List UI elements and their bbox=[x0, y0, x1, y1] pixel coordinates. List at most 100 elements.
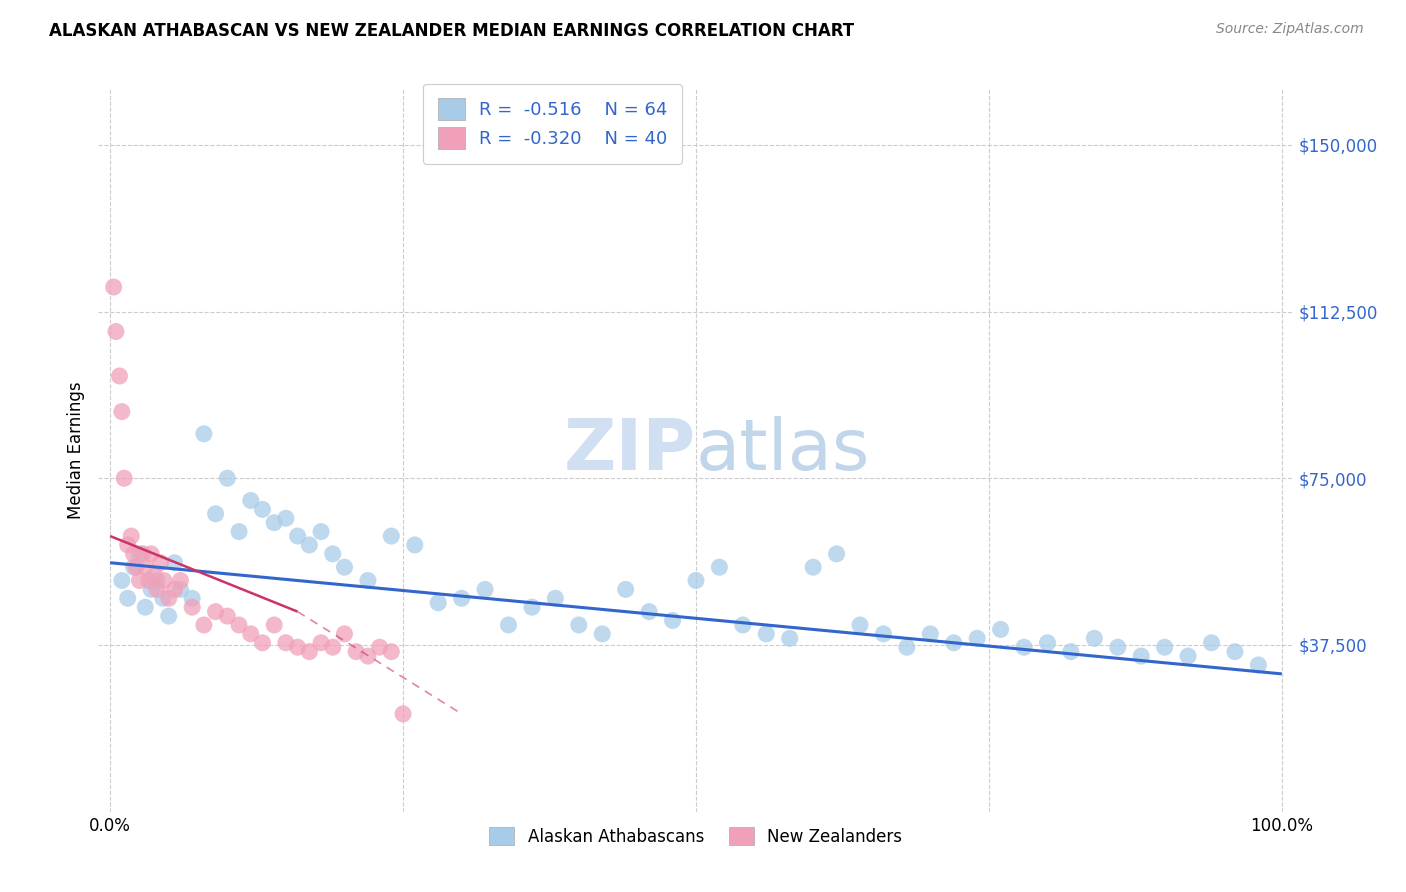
Point bbox=[217, 609, 239, 624]
Point bbox=[193, 618, 215, 632]
Point bbox=[322, 640, 344, 655]
Point bbox=[120, 529, 142, 543]
Point bbox=[274, 636, 297, 650]
Point bbox=[1130, 649, 1153, 664]
Point bbox=[825, 547, 848, 561]
Point bbox=[498, 618, 520, 632]
Point bbox=[122, 547, 145, 561]
Point bbox=[263, 516, 285, 530]
Point bbox=[614, 582, 637, 597]
Point bbox=[128, 574, 150, 588]
Point bbox=[920, 627, 942, 641]
Point bbox=[134, 560, 156, 574]
Point bbox=[239, 627, 262, 641]
Point bbox=[217, 471, 239, 485]
Point bbox=[568, 618, 591, 632]
Point bbox=[357, 649, 380, 664]
Point bbox=[942, 636, 965, 650]
Point bbox=[474, 582, 496, 597]
Point bbox=[1247, 658, 1270, 673]
Point bbox=[111, 574, 134, 588]
Point bbox=[849, 618, 872, 632]
Point bbox=[181, 591, 204, 606]
Point bbox=[520, 600, 543, 615]
Point bbox=[1060, 645, 1083, 659]
Point bbox=[181, 600, 204, 615]
Point bbox=[309, 524, 332, 539]
Point bbox=[152, 591, 174, 606]
Point bbox=[779, 632, 801, 646]
Point bbox=[661, 614, 683, 628]
Point bbox=[132, 547, 155, 561]
Point bbox=[450, 591, 472, 606]
Point bbox=[125, 560, 148, 574]
Point bbox=[990, 623, 1012, 637]
Point bbox=[146, 574, 169, 588]
Point bbox=[141, 582, 163, 597]
Point bbox=[1012, 640, 1035, 655]
Point bbox=[141, 547, 163, 561]
Point bbox=[117, 591, 139, 606]
Point bbox=[380, 645, 402, 659]
Point bbox=[1107, 640, 1129, 655]
Point bbox=[333, 560, 356, 574]
Point bbox=[111, 404, 134, 418]
Point bbox=[252, 636, 274, 650]
Y-axis label: Median Earnings: Median Earnings bbox=[66, 382, 84, 519]
Point bbox=[122, 560, 145, 574]
Text: atlas: atlas bbox=[696, 416, 870, 485]
Point bbox=[149, 556, 172, 570]
Point bbox=[357, 574, 380, 588]
Point bbox=[169, 574, 191, 588]
Point bbox=[638, 605, 661, 619]
Point bbox=[108, 369, 131, 384]
Point bbox=[287, 529, 309, 543]
Legend: Alaskan Athabascans, New Zealanders: Alaskan Athabascans, New Zealanders bbox=[481, 819, 911, 854]
Point bbox=[252, 502, 274, 516]
Point bbox=[404, 538, 426, 552]
Point bbox=[228, 618, 250, 632]
Point bbox=[138, 574, 160, 588]
Point bbox=[204, 507, 226, 521]
Point bbox=[1153, 640, 1175, 655]
Point bbox=[896, 640, 918, 655]
Point bbox=[309, 636, 332, 650]
Point bbox=[380, 529, 402, 543]
Point bbox=[204, 605, 226, 619]
Point bbox=[344, 645, 367, 659]
Point bbox=[157, 591, 180, 606]
Point bbox=[153, 574, 176, 588]
Text: Source: ZipAtlas.com: Source: ZipAtlas.com bbox=[1216, 22, 1364, 37]
Point bbox=[1177, 649, 1199, 664]
Point bbox=[322, 547, 344, 561]
Point bbox=[1083, 632, 1105, 646]
Point bbox=[685, 574, 707, 588]
Text: ZIP: ZIP bbox=[564, 416, 696, 485]
Text: ALASKAN ATHABASCAN VS NEW ZEALANDER MEDIAN EARNINGS CORRELATION CHART: ALASKAN ATHABASCAN VS NEW ZEALANDER MEDI… bbox=[49, 22, 855, 40]
Point bbox=[368, 640, 391, 655]
Point bbox=[544, 591, 567, 606]
Point bbox=[298, 538, 321, 552]
Point bbox=[128, 547, 150, 561]
Point bbox=[169, 582, 191, 597]
Point bbox=[112, 471, 135, 485]
Point bbox=[755, 627, 778, 641]
Point bbox=[146, 582, 169, 597]
Point bbox=[392, 706, 415, 721]
Point bbox=[103, 280, 125, 294]
Point bbox=[731, 618, 754, 632]
Point bbox=[239, 493, 262, 508]
Point bbox=[274, 511, 297, 525]
Point bbox=[1223, 645, 1246, 659]
Point bbox=[801, 560, 824, 574]
Point bbox=[287, 640, 309, 655]
Point bbox=[1201, 636, 1223, 650]
Point bbox=[263, 618, 285, 632]
Point bbox=[709, 560, 731, 574]
Point bbox=[872, 627, 894, 641]
Point bbox=[134, 600, 156, 615]
Point bbox=[591, 627, 613, 641]
Point bbox=[143, 569, 166, 583]
Point bbox=[163, 582, 186, 597]
Point bbox=[105, 325, 128, 339]
